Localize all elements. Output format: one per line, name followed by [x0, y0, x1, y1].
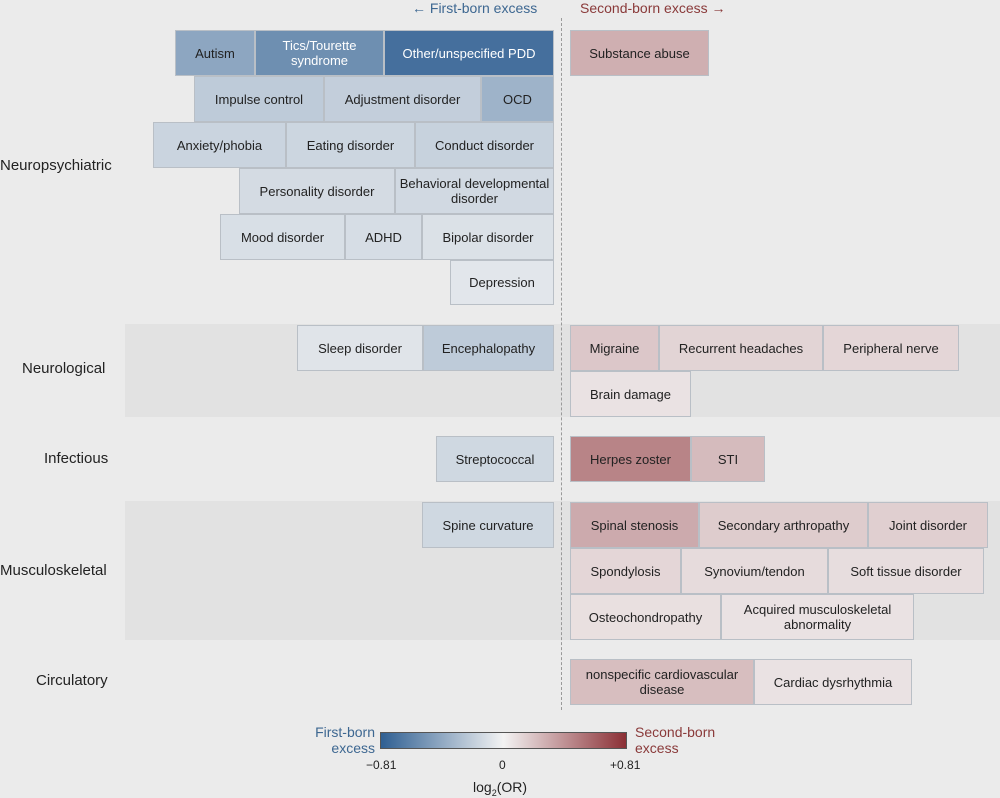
tile-autism: Autism: [175, 30, 255, 76]
tile-bipolar-disorder: Bipolar disorder: [422, 214, 554, 260]
colorbar-axis-title: log2(OR): [473, 779, 528, 798]
tile-spondylosis: Spondylosis: [570, 548, 681, 594]
colorbar: [380, 732, 627, 749]
tile-personality-disorder: Personality disorder: [239, 168, 395, 214]
colorbar-tick-zero: 0: [499, 758, 506, 772]
colorbar-tick-max: +0.81: [610, 758, 641, 772]
tile-cardiac-dysrhythmia: Cardiac dysrhythmia: [754, 659, 912, 705]
tile-spinal-stenosis: Spinal stenosis: [570, 502, 699, 548]
tile-substance-abuse: Substance abuse: [570, 30, 709, 76]
tile-depression: Depression: [450, 260, 554, 305]
tile-migraine: Migraine: [570, 325, 659, 371]
category-label-neuropsychiatric: Neuropsychiatric: [0, 157, 112, 174]
tile-nonspecific-cardiovascular-disease: nonspecific cardiovascular disease: [570, 659, 754, 705]
tile-joint-disorder: Joint disorder: [868, 502, 988, 548]
tile-recurrent-headaches: Recurrent headaches: [659, 325, 823, 371]
tile-sleep-disorder: Sleep disorder: [297, 325, 423, 371]
tile-brain-damage: Brain damage: [570, 371, 691, 417]
tile-synovium-tendon: Synovium/tendon: [681, 548, 828, 594]
tile-peripheral-nerve: Peripheral nerve: [823, 325, 959, 371]
tile-other-unspecified-pdd: Other/unspecified PDD: [384, 30, 554, 76]
legend-second-born-label: Second-born excess: [635, 724, 716, 756]
tile-osteochondropathy: Osteochondropathy: [570, 594, 721, 640]
second-born-header: Second-born excess →: [580, 0, 726, 16]
tile-anxiety-phobia: Anxiety/phobia: [153, 122, 286, 168]
tile-adjustment-disorder: Adjustment disorder: [324, 76, 481, 122]
legend-first-born-label: First-born excess: [315, 724, 375, 756]
category-label-circulatory: Circulatory: [36, 672, 108, 689]
category-label-neurological: Neurological: [22, 360, 106, 377]
category-label-infectious: Infectious: [44, 450, 109, 467]
tile-secondary-arthropathy: Secondary arthropathy: [699, 502, 868, 548]
tile-conduct-disorder: Conduct disorder: [415, 122, 554, 168]
tile-mood-disorder: Mood disorder: [220, 214, 345, 260]
tile-adhd: ADHD: [345, 214, 422, 260]
tile-eating-disorder: Eating disorder: [286, 122, 415, 168]
category-label-musculoskeletal: Musculoskeletal: [0, 562, 107, 579]
first-born-header: ← First-born excess: [412, 0, 538, 16]
tile-streptococcal: Streptococcal: [436, 436, 554, 482]
tile-encephalopathy: Encephalopathy: [423, 325, 554, 371]
tile-tics-tourette-syndrome: Tics/Tourette syndrome: [255, 30, 384, 76]
tile-ocd: OCD: [481, 76, 554, 122]
tile-herpes-zoster: Herpes zoster: [570, 436, 691, 482]
tile-soft-tissue-disorder: Soft tissue disorder: [828, 548, 984, 594]
tile-behavioral-developmental-disorder: Behavioral developmental disorder: [395, 168, 554, 214]
colorbar-tick-min: −0.81: [366, 758, 397, 772]
tile-spine-curvature: Spine curvature: [422, 502, 554, 548]
tile-impulse-control: Impulse control: [194, 76, 324, 122]
tile-acquired-musculoskeletal-abnormality: Acquired musculoskeletal abnormality: [721, 594, 914, 640]
tile-sti: STI: [691, 436, 765, 482]
center-divider: [561, 18, 562, 710]
